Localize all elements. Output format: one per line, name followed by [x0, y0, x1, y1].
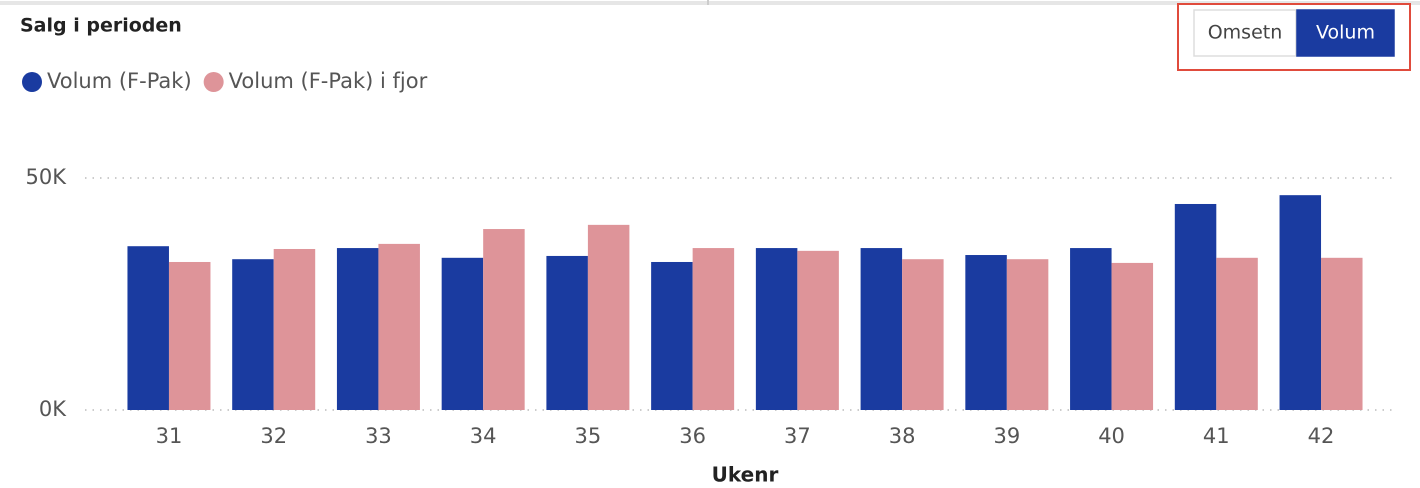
x-tick-label: 34 — [470, 424, 497, 448]
bar — [755, 248, 798, 410]
x-tick-label: 39 — [993, 424, 1020, 448]
bar — [1174, 203, 1217, 410]
x-tick-label: 41 — [1203, 424, 1230, 448]
bar — [1111, 262, 1154, 410]
x-axis-title: Ukenr — [712, 463, 779, 487]
toggle-button[interactable] — [1193, 9, 1297, 57]
legend-marker[interactable] — [203, 72, 224, 92]
x-tick-label: 32 — [260, 424, 287, 448]
bar — [1006, 259, 1049, 410]
bar — [168, 261, 211, 410]
bar — [441, 257, 484, 410]
legend-marker[interactable] — [22, 72, 42, 92]
bar — [651, 261, 693, 410]
bar — [483, 229, 525, 410]
x-tick-label: 38 — [889, 424, 916, 448]
toggle-frame — [1177, 3, 1411, 71]
bar — [336, 248, 379, 410]
x-tick-label: 35 — [575, 424, 602, 448]
legend-label[interactable]: Volum (F-Pak) — [47, 69, 192, 93]
toggle-button[interactable] — [1296, 9, 1395, 57]
bar — [1216, 257, 1258, 410]
toggle-label[interactable]: Volum — [1316, 22, 1375, 44]
x-tick-label: 31 — [156, 424, 183, 448]
x-tick-label: 40 — [1098, 424, 1125, 448]
bar — [378, 243, 420, 410]
x-tick-label: 33 — [365, 424, 392, 448]
x-tick-label: 37 — [784, 424, 811, 448]
x-tick-label: 42 — [1308, 424, 1335, 448]
bar — [273, 248, 316, 410]
chart-title: Salg i perioden — [20, 15, 182, 37]
bar — [127, 246, 169, 410]
bar — [965, 255, 1007, 410]
bar — [232, 259, 274, 410]
legend-label[interactable]: Volum (F-Pak) i fjor — [229, 69, 428, 93]
y-tick-label: 0K — [39, 397, 67, 421]
bar — [587, 224, 630, 410]
bar — [860, 248, 903, 410]
bar — [692, 248, 735, 410]
y-tick-label: 50K — [26, 165, 68, 189]
bar — [546, 255, 588, 410]
bar — [902, 259, 944, 410]
bar — [1321, 257, 1363, 410]
bar — [1070, 248, 1112, 410]
toggle-label[interactable]: Omsetn — [1208, 22, 1283, 44]
x-tick-label: 36 — [679, 424, 706, 448]
bar — [797, 250, 839, 410]
bar — [1279, 195, 1322, 410]
